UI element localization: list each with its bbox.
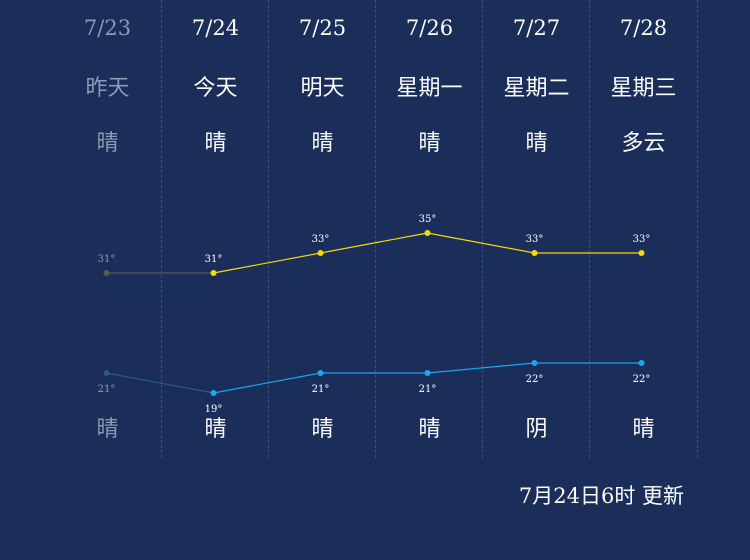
day-weather: 晴 — [311, 131, 334, 156]
low-temp-label: 21° — [312, 384, 330, 395]
high-temp-point — [103, 270, 110, 276]
day-weather: 晴 — [204, 131, 227, 156]
day-name: 今天 — [193, 76, 238, 101]
high-temp-label: 33° — [526, 234, 544, 245]
day-date: 7/26 — [405, 16, 454, 40]
high-temp-label: 33° — [633, 234, 651, 245]
day-column-7-27: 7/27 星期二晴阴 — [482, 0, 590, 458]
day-column-7-28: 7/28 星期三多云晴 — [589, 0, 698, 458]
high-temp-label: 35° — [419, 214, 437, 225]
high-temp-point — [424, 230, 431, 236]
day-weather: 晴 — [418, 131, 441, 156]
day-name: 明天 — [300, 76, 345, 101]
high-temp-point — [317, 250, 324, 256]
day-date: 7/28 — [619, 16, 668, 40]
night-weather: 阴 — [525, 417, 548, 442]
day-column-7-24: 7/24 今天晴晴 — [161, 0, 269, 458]
day-name: 星期三 — [610, 76, 677, 101]
low-temp-point — [210, 390, 217, 396]
day-date: 7/25 — [298, 16, 347, 40]
day-weather: 多云 — [621, 131, 666, 156]
low-temp-point — [531, 360, 538, 366]
night-weather: 晴 — [311, 417, 334, 442]
day-date: 7/27 — [512, 16, 561, 40]
series-low-segment — [213, 372, 321, 394]
series-low-segment — [106, 372, 214, 394]
day-date: 7/24 — [191, 16, 240, 40]
day-name: 昨天 — [85, 76, 130, 101]
night-weather: 晴 — [204, 417, 227, 442]
low-temp-point — [638, 360, 645, 366]
low-temp-point — [317, 370, 324, 376]
low-temp-label: 22° — [633, 374, 651, 385]
day-column-7-23: 7/23 昨天晴晴 — [54, 0, 161, 458]
series-low-segment — [427, 362, 535, 374]
high-temp-point — [531, 250, 538, 256]
day-column-7-25: 7/25 明天晴晴 — [268, 0, 376, 458]
low-temp-label: 21° — [419, 384, 437, 395]
low-temp-point — [424, 370, 431, 376]
high-temp-point — [210, 270, 217, 276]
high-temp-label: 31° — [205, 254, 223, 265]
low-temp-label: 22° — [526, 374, 544, 385]
low-temp-label: 19° — [205, 404, 223, 415]
update-time: 7月24日6时 更新 — [518, 484, 684, 508]
day-weather: 晴 — [525, 131, 548, 156]
low-temp-label: 21° — [98, 384, 116, 395]
day-name: 星期一 — [396, 76, 463, 101]
day-weather: 晴 — [96, 131, 119, 156]
night-weather: 晴 — [418, 417, 441, 442]
day-name: 星期二 — [503, 76, 570, 101]
series-high-segment — [427, 232, 535, 254]
day-column-7-26: 7/26 星期一晴晴 — [375, 0, 483, 458]
night-weather: 晴 — [96, 417, 119, 442]
series-high-segment — [213, 252, 321, 274]
high-temp-label: 33° — [312, 234, 330, 245]
high-temp-label: 31° — [98, 254, 116, 265]
low-temp-point — [103, 370, 110, 376]
day-date: 7/23 — [83, 16, 132, 40]
series-high-segment — [320, 232, 428, 254]
high-temp-point — [638, 250, 645, 256]
night-weather: 晴 — [632, 417, 655, 442]
